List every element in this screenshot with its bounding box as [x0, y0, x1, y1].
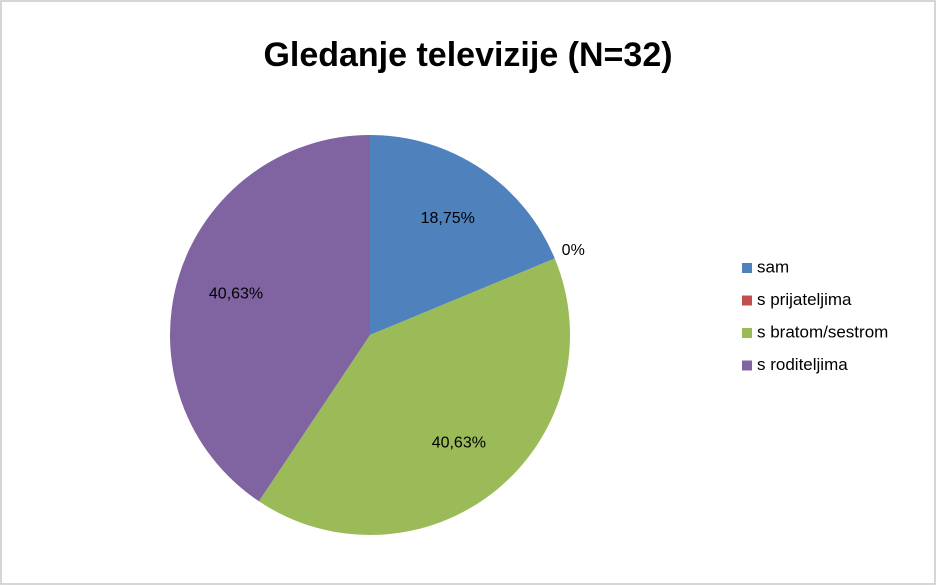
pie-slice [169, 135, 370, 502]
legend-swatch [742, 328, 752, 338]
pie-slice [370, 135, 555, 335]
legend-swatch [742, 263, 752, 273]
legend-label: s bratom/sestrom [757, 322, 888, 341]
legend-label: s prijateljima [757, 290, 852, 309]
data-label: 40,63% [209, 286, 263, 303]
legend-swatch [742, 360, 752, 371]
data-label: 0% [562, 242, 585, 259]
legend-label: sam [757, 257, 789, 276]
legend-swatch [742, 295, 752, 306]
legend-label: s roditeljima [757, 355, 848, 374]
chart-title: Gledanje televizije (N=32) [263, 36, 672, 74]
pie-slice [258, 258, 570, 535]
data-label: 40,63% [432, 434, 486, 451]
data-label: 18,75% [421, 210, 475, 227]
